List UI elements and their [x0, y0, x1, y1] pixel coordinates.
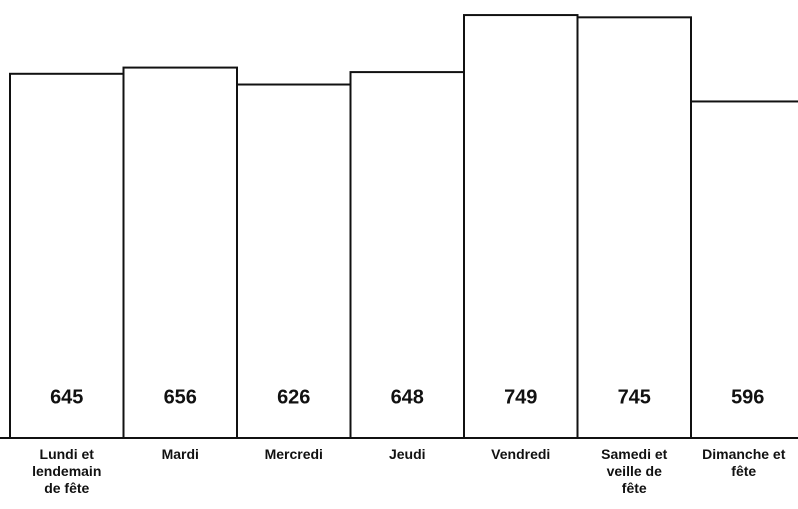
- value-label: 745: [618, 386, 651, 408]
- x-tick-label: Mardi: [161, 446, 199, 462]
- x-tick-label: Samedi et veille de fête: [601, 446, 668, 496]
- bar: [236, 83, 352, 439]
- bar: [9, 72, 125, 439]
- bar: [463, 14, 579, 439]
- bar: [349, 71, 465, 439]
- value-label: 648: [391, 386, 424, 408]
- bar: [576, 16, 692, 439]
- value-label: 626: [277, 386, 310, 408]
- x-tick-label: Jeudi: [388, 446, 426, 462]
- value-label: 656: [164, 386, 197, 408]
- x-tick-label: Lundi et lendemain de fête: [32, 446, 102, 496]
- bar: [690, 100, 798, 439]
- value-label: 749: [504, 386, 537, 408]
- x-tick-label: Vendredi: [491, 446, 551, 462]
- value-label: 645: [50, 386, 83, 408]
- bar: [122, 66, 238, 439]
- x-tick-label: Mercredi: [264, 446, 323, 462]
- x-tick-label: Dimanche et fête: [702, 446, 786, 479]
- value-label: 596: [731, 386, 764, 408]
